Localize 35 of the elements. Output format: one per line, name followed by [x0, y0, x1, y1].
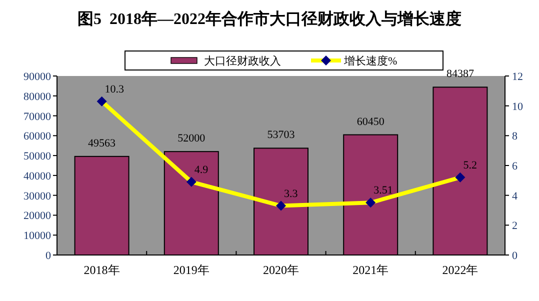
- y2-tick-label: 0: [512, 250, 518, 262]
- data-label: 53703: [267, 129, 296, 142]
- y-tick-label: 10000: [24, 230, 52, 242]
- y-tick-label: 80000: [24, 90, 52, 103]
- y2-tick-label: 6: [512, 160, 518, 172]
- data-label: 84387: [446, 68, 474, 80]
- chart-title: 图5 2018年—2022年合作市大口径财政收入与增长速度: [78, 9, 462, 28]
- y2-tick-label: 10: [512, 100, 524, 113]
- data-label: 52000: [178, 132, 206, 145]
- y-tick-label: 40000: [24, 170, 52, 182]
- x-tick-label: 2022年: [442, 263, 478, 277]
- data-label: 60450: [356, 116, 385, 128]
- data-label: 10.3: [104, 83, 125, 96]
- y-tick-label: 90000: [24, 71, 52, 83]
- data-label: 4.9: [194, 164, 209, 176]
- data-label: 3.3: [284, 188, 298, 200]
- y-tick-label: 50000: [24, 150, 52, 163]
- x-tick-label: 2020年: [263, 263, 299, 277]
- y-tick-label: 70000: [24, 110, 52, 123]
- y2-tick-label: 2: [512, 220, 518, 232]
- data-label: 49563: [88, 137, 116, 150]
- y-tick-label: 30000: [24, 190, 52, 202]
- y2-tick-label: 8: [512, 130, 518, 143]
- legend-label: 增长速度%: [343, 54, 398, 68]
- y-tick-label: 0: [46, 250, 52, 262]
- legend-label: 大口径财政收入: [204, 54, 281, 68]
- data-label: 3.51: [374, 184, 393, 197]
- x-tick-label: 2019年: [173, 263, 210, 277]
- y-tick-label: 20000: [24, 210, 52, 222]
- x-tick-label: 2018年: [84, 263, 120, 277]
- x-tick-label: 2021年: [352, 263, 389, 277]
- y-tick-label: 60000: [24, 130, 52, 143]
- y2-tick-label: 4: [512, 190, 518, 202]
- y2-tick-label: 12: [512, 71, 523, 83]
- data-label: 5.2: [463, 159, 477, 172]
